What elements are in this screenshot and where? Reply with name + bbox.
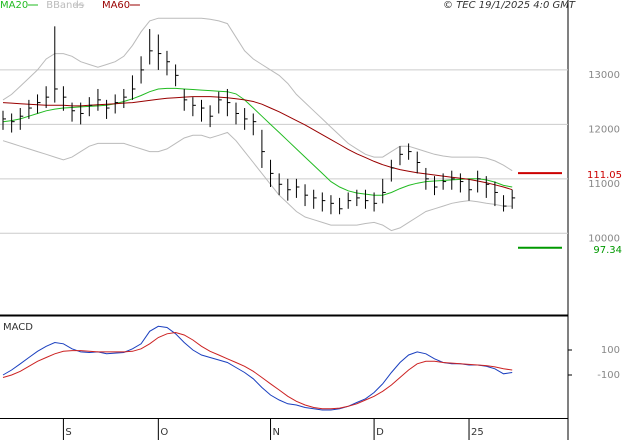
y-tick-label: 100	[601, 345, 620, 356]
bband-lower	[2, 131, 513, 232]
y-tick-label: 10000	[588, 233, 620, 244]
y-tick-label: 12000	[588, 124, 620, 135]
macd-line	[2, 325, 513, 411]
y-tick-label: -100	[597, 370, 620, 381]
x-tick-label: 25	[471, 427, 484, 438]
legend-label: MA20	[0, 0, 28, 11]
x-tick-label: D	[376, 427, 384, 438]
source: © TEC 19/1/2025 4:0 GMT	[443, 0, 576, 11]
level-label: 111.05	[587, 170, 622, 181]
macd-line	[2, 331, 513, 410]
y-tick-label: 13000	[588, 70, 620, 81]
legend-label: BBands	[46, 0, 84, 11]
x-tick-label: S	[65, 427, 71, 438]
legend-label: MA60	[102, 0, 130, 11]
x-tick-label: O	[160, 427, 168, 438]
level-label: 97.34	[593, 245, 622, 256]
bband-upper	[2, 17, 513, 172]
x-tick-label: N	[273, 427, 280, 438]
moving-average	[2, 96, 513, 191]
y-tick-label: 11000	[588, 179, 620, 190]
moving-average	[2, 87, 513, 196]
macd-title: MACD	[3, 322, 33, 333]
